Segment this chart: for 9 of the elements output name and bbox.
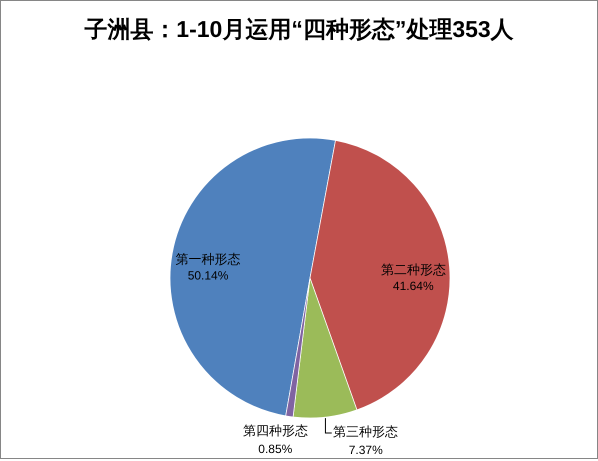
slice-label: 第四种形态: [242, 423, 308, 438]
slice-label: 第二种形态: [380, 262, 446, 277]
slice-label: 第一种形态: [176, 252, 241, 267]
slice-label: 第三种形态: [333, 424, 398, 440]
data-label: 0.85%: [258, 442, 293, 456]
data-label: 50.14%: [188, 268, 229, 283]
data-label: 41.64%: [392, 278, 434, 293]
data-label: 7.37%: [348, 443, 384, 458]
chart-title: 子洲县：1-10月运用“四种形态”处理353人: [83, 16, 515, 42]
